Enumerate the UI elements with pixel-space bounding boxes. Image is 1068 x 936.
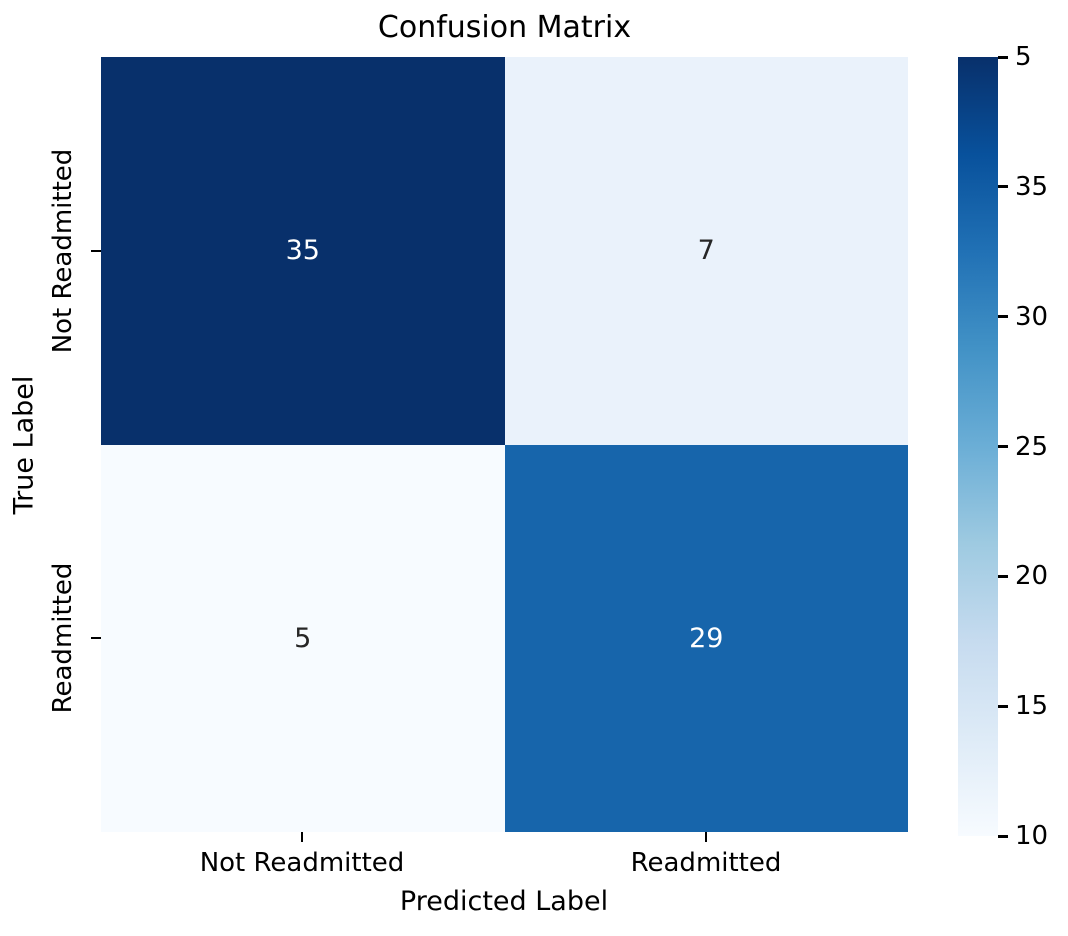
colorbar-tick: 30: [998, 304, 1048, 330]
x-tick-label-not-readmitted: Not Readmitted: [199, 848, 405, 878]
y-tick-mark: [91, 250, 101, 252]
heatmap-cell-false-positive: 7: [504, 57, 908, 445]
y-tick-mark: [91, 637, 101, 639]
heatmap-cell-false-negative: 5: [101, 444, 505, 832]
colorbar-tick: 25: [998, 434, 1048, 460]
x-tick-mark: [301, 832, 303, 842]
colorbar-tick-mark: [998, 315, 1008, 319]
chart-title: Confusion Matrix: [377, 10, 632, 45]
x-tick-mark: [705, 832, 707, 842]
colorbar-tick-mark: [998, 834, 1008, 838]
colorbar-tick-label: 25: [1015, 431, 1049, 462]
y-tick-label-not-readmitted: Not Readmitted: [48, 148, 78, 354]
colorbar-tick: 20: [998, 563, 1048, 589]
y-tick-label-readmitted: Readmitted: [48, 562, 78, 714]
colorbar: 35 30 25 20 15 10 5: [958, 44, 1068, 849]
heatmap: 35 7 5 29: [101, 57, 908, 832]
y-axis-label: True Label: [8, 375, 40, 515]
colorbar-tick: 15: [998, 693, 1048, 719]
x-tick-label-readmitted: Readmitted: [630, 848, 782, 878]
colorbar-tick-label: 15: [1015, 691, 1049, 722]
heatmap-cell-true-negative: 35: [101, 57, 505, 445]
colorbar-tick-mark: [998, 185, 1008, 189]
x-axis-label: Predicted Label: [399, 886, 609, 917]
cell-value: 7: [697, 235, 715, 267]
colorbar-tick-label: 30: [1015, 301, 1049, 332]
colorbar-tick-mark: [998, 55, 1008, 59]
colorbar-tick-label: 20: [1015, 561, 1049, 592]
colorbar-tick-mark: [998, 704, 1008, 708]
colorbar-tick: 10: [998, 823, 1048, 849]
colorbar-tick-mark: [998, 445, 1008, 448]
colorbar-tick: 35: [998, 174, 1048, 200]
colorbar-tick-label: 10: [1015, 821, 1049, 851]
colorbar-tick: 5: [998, 44, 1032, 70]
colorbar-tick-label: 5: [1015, 42, 1032, 72]
heatmap-cell-true-positive: 29: [504, 444, 908, 832]
colorbar-gradient: [958, 57, 998, 836]
cell-value: 5: [294, 622, 312, 654]
cell-value: 29: [689, 622, 724, 654]
colorbar-tick-label: 35: [1015, 171, 1049, 202]
cell-value: 35: [285, 235, 320, 267]
colorbar-tick-mark: [998, 574, 1008, 578]
